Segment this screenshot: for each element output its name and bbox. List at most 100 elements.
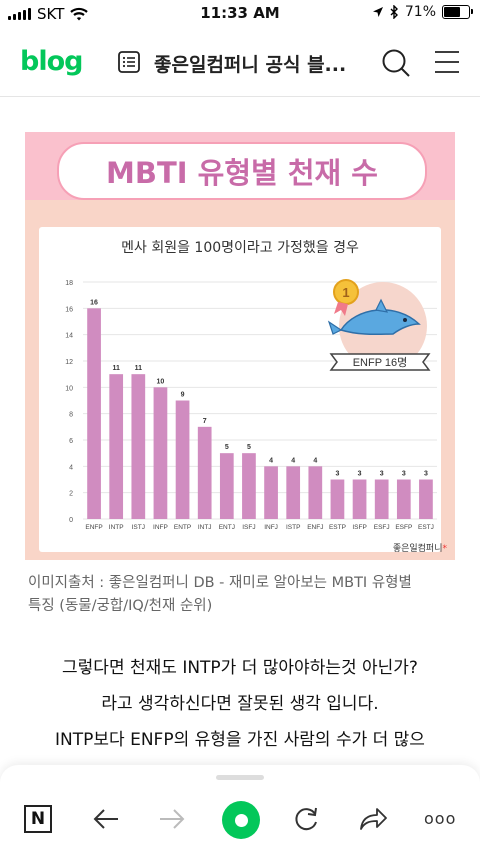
bar-value-label: 3 xyxy=(358,471,362,478)
bar xyxy=(308,466,323,519)
bar xyxy=(419,479,433,519)
x-tick-label: ESTJ xyxy=(418,524,434,531)
y-tick-label: 4 xyxy=(69,464,73,471)
menu-icon[interactable] xyxy=(434,50,460,74)
wifi-icon xyxy=(70,7,89,21)
post-body: 그렇다면 천재도 INTP가 더 많아야하는것 아닌가? 라고 생각하신다면 잘… xyxy=(0,650,480,758)
company-name: 좋은일컴퍼니 xyxy=(392,544,443,554)
search-icon[interactable] xyxy=(381,48,411,78)
status-right: 71% xyxy=(372,4,473,20)
bar xyxy=(153,387,168,519)
share-icon[interactable] xyxy=(358,805,388,833)
y-tick-label: 6 xyxy=(69,438,73,445)
x-tick-label: ISTJ xyxy=(132,524,145,531)
bar xyxy=(219,453,234,519)
x-tick-label: ENFJ xyxy=(307,524,323,531)
status-bar: SKT 11:33 AM 71% xyxy=(0,0,480,28)
signal-icon xyxy=(8,8,31,20)
bar xyxy=(131,374,146,519)
y-tick-label: 2 xyxy=(69,491,73,498)
badge-label-text: ENFP 16명 xyxy=(353,356,408,369)
company-star: * xyxy=(442,544,448,554)
bar xyxy=(197,426,212,519)
x-tick-label: INFP xyxy=(153,524,168,531)
x-tick-label: ENTP xyxy=(174,524,191,531)
x-tick-label: INTP xyxy=(109,524,124,531)
bar-value-label: 11 xyxy=(112,365,120,372)
x-tick-label: ISTP xyxy=(286,524,300,531)
blog-title[interactable]: 좋은일컴퍼니 공식 블... xyxy=(154,54,347,76)
image-caption: 이미지출처 : 좋은일컴퍼니 DB - 재미로 알아보는 MBTI 유형별 특징… xyxy=(28,572,458,618)
bar xyxy=(352,479,367,519)
chart-panel: 멘사 회원을 100명이라고 가정했을 경우 0 2 4 6 8 10 12 14 16 18 16… xyxy=(39,227,441,552)
more-options-icon[interactable]: ooo xyxy=(424,809,457,828)
naver-home-button[interactable]: N xyxy=(24,805,52,833)
post-list-icon[interactable] xyxy=(118,51,140,73)
x-tick-label: ISFJ xyxy=(242,524,255,531)
y-tick-label: 8 xyxy=(69,412,73,419)
carrier-label: SKT xyxy=(37,5,65,23)
y-tick-label: 0 xyxy=(69,517,73,524)
image-banner-title: MBTI 유형별 천재 수 xyxy=(57,142,427,200)
bar-chart: 02468101214161816ENFP11INTP11ISTJ10INFP9… xyxy=(65,280,437,531)
bar-value-label: 5 xyxy=(247,444,251,451)
x-tick-label: ESFP xyxy=(395,524,412,531)
clock: 11:33 AM xyxy=(200,4,280,22)
bar xyxy=(242,453,256,519)
x-tick-label: INTJ xyxy=(198,524,212,531)
blog-header: blog 좋은일컴퍼니 공식 블... xyxy=(0,28,480,97)
bottom-toolbar: N ooo xyxy=(0,765,480,854)
x-tick-label: INFJ xyxy=(264,524,278,531)
company-watermark: 좋은일컴퍼니* xyxy=(393,541,447,554)
badge-medal-text: 1 xyxy=(342,285,349,300)
status-left: SKT xyxy=(8,5,89,23)
y-tick-label: 18 xyxy=(65,280,73,287)
x-tick-label: ESFJ xyxy=(374,524,390,531)
back-arrow-icon[interactable] xyxy=(92,805,120,833)
x-tick-label: ENFP xyxy=(85,524,102,531)
bar-value-label: 11 xyxy=(135,365,143,372)
enfp-dolphin-badge: 1 ENFP 16명 xyxy=(327,279,431,371)
bar xyxy=(264,466,278,519)
battery-percent: 71% xyxy=(404,4,436,20)
y-tick-label: 14 xyxy=(65,333,73,340)
chart-title: 멘사 회원을 100명이라고 가정했을 경우 xyxy=(121,240,359,256)
bar xyxy=(109,374,124,519)
x-tick-label: ISFP xyxy=(352,524,366,531)
bar xyxy=(286,466,301,519)
bar-value-label: 4 xyxy=(313,457,317,464)
body-line-3: INTP보다 ENFP의 유형을 가진 사람의 수가 더 많으 xyxy=(55,730,425,750)
bar xyxy=(374,479,389,519)
bar-value-label: 9 xyxy=(181,392,185,399)
x-tick-label: ENTJ xyxy=(219,524,235,531)
green-dot-button[interactable] xyxy=(222,801,260,839)
forward-arrow-icon[interactable] xyxy=(158,805,186,833)
bar-value-label: 10 xyxy=(157,378,165,385)
bar xyxy=(396,479,411,519)
bar xyxy=(330,479,345,519)
bluetooth-icon xyxy=(390,5,398,19)
post-image[interactable]: MBTI 유형별 천재 수 멘사 회원을 100명이라고 가정했을 경우 0 2 4… xyxy=(25,132,455,560)
y-tick-label: 10 xyxy=(65,385,73,392)
bar-value-label: 3 xyxy=(335,471,339,478)
location-icon xyxy=(372,7,383,17)
bar-value-label: 3 xyxy=(380,471,384,478)
bar-value-label: 3 xyxy=(402,471,406,478)
caption-line-2: 특징 (동물/궁합/IQ/천재 순위) xyxy=(28,598,213,614)
bar-value-label: 7 xyxy=(203,418,207,425)
body-line-2: 라고 생각하신다면 잘못된 생각 입니다. xyxy=(101,694,379,714)
refresh-icon[interactable] xyxy=(292,805,320,833)
drag-handle[interactable] xyxy=(216,775,264,780)
bar-value-label: 16 xyxy=(90,299,98,306)
blog-logo[interactable]: blog xyxy=(20,46,83,77)
bar-value-label: 5 xyxy=(225,444,229,451)
bar-value-label: 4 xyxy=(269,457,273,464)
y-tick-label: 12 xyxy=(65,359,73,366)
battery-icon xyxy=(442,5,473,19)
bar xyxy=(87,308,101,519)
bar-value-label: 4 xyxy=(291,457,295,464)
x-tick-label: ESTP xyxy=(329,524,346,531)
bar-value-label: 3 xyxy=(424,471,428,478)
caption-line-1: 이미지출처 : 좋은일컴퍼니 DB - 재미로 알아보는 MBTI 유형별 xyxy=(28,575,412,591)
bar xyxy=(175,400,190,519)
